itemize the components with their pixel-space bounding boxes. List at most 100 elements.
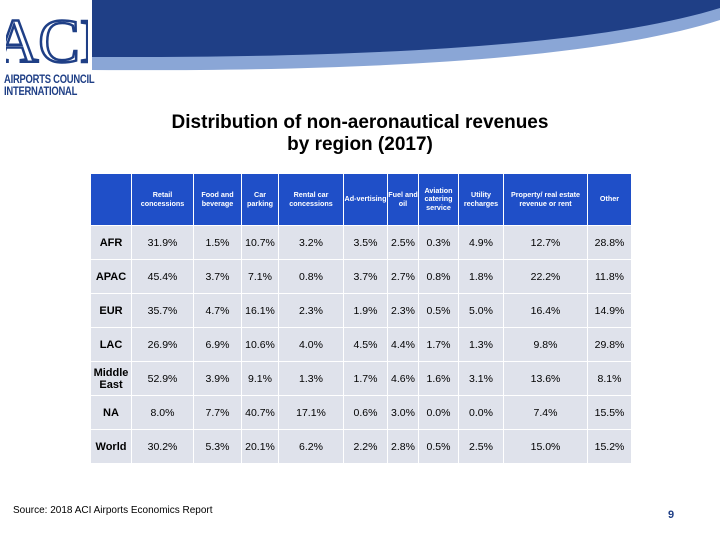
table-cell: 3.5% bbox=[343, 225, 388, 260]
table-cell: 3.0% bbox=[387, 395, 419, 430]
table-cell: 9.1% bbox=[241, 361, 279, 396]
table-cell: 2.5% bbox=[458, 429, 504, 464]
row-region-label: LAC bbox=[90, 327, 132, 362]
row-region-label: APAC bbox=[90, 259, 132, 294]
table-cell: 16.4% bbox=[503, 293, 588, 328]
table-cell: 8.0% bbox=[131, 395, 194, 430]
table-cell: 6.9% bbox=[193, 327, 242, 362]
table-row: APAC 45.4% 3.7% 7.1% 0.8% 3.7% 2.7% 0.8% 1.8% 22.… bbox=[90, 259, 632, 294]
column-header: Car parking bbox=[241, 173, 279, 226]
table-cell: 6.2% bbox=[278, 429, 344, 464]
table-cell: 20.1% bbox=[241, 429, 279, 464]
table-row: Middle East 52.9% 3.9% 9.1% 1.3% 1.7% 4.6% 1.6%… bbox=[90, 361, 632, 396]
table-row: World 30.2% 5.3% 20.1% 6.2% 2.2% 2.8% 0.5% 2.5% 1… bbox=[90, 429, 632, 464]
table-cell: 30.2% bbox=[131, 429, 194, 464]
table-cell: 1.7% bbox=[343, 361, 388, 396]
svg-text:ACI: ACI bbox=[6, 8, 88, 72]
table-cell: 10.6% bbox=[241, 327, 279, 362]
aci-logo-text: AIRPORTS COUNCIL INTERNATIONAL bbox=[4, 74, 95, 98]
table-cell: 7.7% bbox=[193, 395, 242, 430]
table-cell: 1.5% bbox=[193, 225, 242, 260]
column-header: Other bbox=[587, 173, 632, 226]
table-cell: 15.2% bbox=[587, 429, 632, 464]
table-cell: 45.4% bbox=[131, 259, 194, 294]
table-cell: 1.6% bbox=[418, 361, 459, 396]
column-header: Fuel and oil bbox=[387, 173, 419, 226]
table-cell: 26.9% bbox=[131, 327, 194, 362]
table-cell: 0.0% bbox=[458, 395, 504, 430]
table-cell: 52.9% bbox=[131, 361, 194, 396]
table-cell: 0.8% bbox=[278, 259, 344, 294]
column-header: Retail concessions bbox=[131, 173, 194, 226]
table-cell: 3.9% bbox=[193, 361, 242, 396]
logo-line-2: INTERNATIONAL bbox=[4, 86, 78, 98]
column-header: Utility recharges bbox=[458, 173, 504, 226]
table-cell: 1.8% bbox=[458, 259, 504, 294]
table-cell: 10.7% bbox=[241, 225, 279, 260]
table-cell: 11.8% bbox=[587, 259, 632, 294]
table-cell: 0.8% bbox=[418, 259, 459, 294]
row-region-label: Middle East bbox=[90, 361, 132, 396]
column-header: Rental car concessions bbox=[278, 173, 344, 226]
table-cell: 5.0% bbox=[458, 293, 504, 328]
table-row: LAC 26.9% 6.9% 10.6% 4.0% 4.5% 4.4% 1.7% 1.3% 9.8… bbox=[90, 327, 632, 362]
table-cell: 0.5% bbox=[418, 293, 459, 328]
table-cell: 2.3% bbox=[278, 293, 344, 328]
header-banner bbox=[0, 0, 720, 71]
table-cell: 14.9% bbox=[587, 293, 632, 328]
table-cell: 1.9% bbox=[343, 293, 388, 328]
aci-logo: ACI AIRPORTS COUNCIL INTERNATIONAL bbox=[0, 0, 95, 118]
column-header: Property/ real estate revenue or rent bbox=[503, 173, 588, 226]
source-note: Source: 2018 ACI Airports Economics Repo… bbox=[13, 505, 213, 516]
table-cell: 5.3% bbox=[193, 429, 242, 464]
table-cell: 3.7% bbox=[343, 259, 388, 294]
table-cell: 13.6% bbox=[503, 361, 588, 396]
table-cell: 2.8% bbox=[387, 429, 419, 464]
column-header: Food and beverage bbox=[193, 173, 242, 226]
table-cell: 35.7% bbox=[131, 293, 194, 328]
row-region-label: World bbox=[90, 429, 132, 464]
column-header: Aviation catering service bbox=[418, 173, 459, 226]
table-cell: 22.2% bbox=[503, 259, 588, 294]
row-region-label: NA bbox=[90, 395, 132, 430]
table-cell: 3.2% bbox=[278, 225, 344, 260]
logo-line-1: AIRPORTS COUNCIL bbox=[4, 74, 95, 86]
table-cell: 3.7% bbox=[193, 259, 242, 294]
row-region-label: EUR bbox=[90, 293, 132, 328]
table-cell: 4.7% bbox=[193, 293, 242, 328]
table-cell: 2.5% bbox=[387, 225, 419, 260]
table-cell: 0.5% bbox=[418, 429, 459, 464]
table-header-row: Retail concessions Food and beverage Car p… bbox=[90, 173, 632, 226]
table-cell: 17.1% bbox=[278, 395, 344, 430]
table-cell: 2.3% bbox=[387, 293, 419, 328]
table-cell: 2.2% bbox=[343, 429, 388, 464]
table-cell: 0.6% bbox=[343, 395, 388, 430]
table-cell: 40.7% bbox=[241, 395, 279, 430]
table-row: EUR 35.7% 4.7% 16.1% 2.3% 1.9% 2.3% 0.5% 5.0% 16.… bbox=[90, 293, 632, 328]
table-cell: 28.8% bbox=[587, 225, 632, 260]
revenue-table: Retail concessions Food and beverage Car p… bbox=[90, 173, 632, 464]
table-cell: 7.4% bbox=[503, 395, 588, 430]
table-cell: 4.6% bbox=[387, 361, 419, 396]
table-row: NA 8.0% 7.7% 40.7% 17.1% 0.6% 3.0% 0.0% 0.0% 7.4%… bbox=[90, 395, 632, 430]
table-cell: 15.5% bbox=[587, 395, 632, 430]
page-number: 9 bbox=[668, 509, 675, 521]
table-cell: 3.1% bbox=[458, 361, 504, 396]
table-cell: 4.5% bbox=[343, 327, 388, 362]
table-cell: 15.0% bbox=[503, 429, 588, 464]
table-row: AFR 31.9% 1.5% 10.7% 3.2% 3.5% 2.5% 0.3% 4.9% 12.… bbox=[90, 225, 632, 260]
row-region-label: AFR bbox=[90, 225, 132, 260]
table-cell: 9.8% bbox=[503, 327, 588, 362]
table-cell: 1.3% bbox=[458, 327, 504, 362]
table-cell: 2.7% bbox=[387, 259, 419, 294]
table-cell: 12.7% bbox=[503, 225, 588, 260]
title-line-1: Distribution of non-aeronautical revenue… bbox=[171, 112, 549, 133]
table-cell: 1.3% bbox=[278, 361, 344, 396]
table-cell: 29.8% bbox=[587, 327, 632, 362]
slide-title: Distribution of non-aeronautical revenue… bbox=[100, 112, 620, 156]
header-corner-cell bbox=[90, 173, 132, 226]
title-line-2: by region (2017) bbox=[287, 134, 433, 155]
aci-logo-mark: ACI bbox=[6, 7, 88, 72]
table-cell: 0.0% bbox=[418, 395, 459, 430]
table-cell: 4.9% bbox=[458, 225, 504, 260]
